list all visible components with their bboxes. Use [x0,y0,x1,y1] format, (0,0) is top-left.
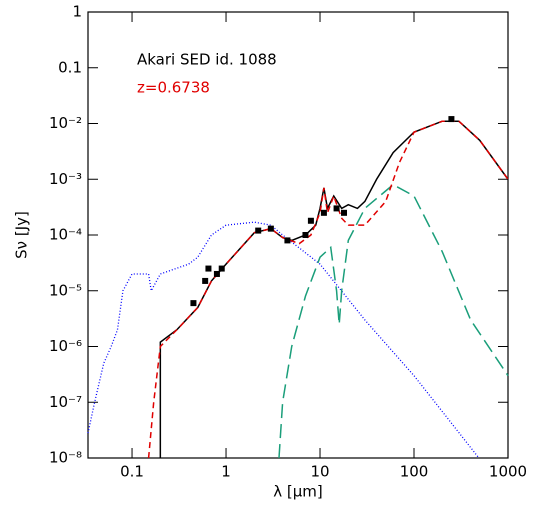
data-point [267,225,274,232]
x-tick-label: 1000 [489,463,527,481]
series-line [159,120,509,458]
x-tick-label: 0.1 [120,463,144,481]
y-axis-label: Sν [Jy] [13,211,31,259]
series-line [278,183,509,459]
data-point [341,209,348,216]
data-point [213,270,220,277]
data-point [307,217,314,224]
data-point [202,277,209,284]
data-point [448,116,455,123]
y-tick-label: 1 [72,3,82,21]
annotation: Akari SED id. 1088 [137,51,277,69]
y-tick-label: 10⁻⁶ [49,337,82,355]
data-point [333,205,340,212]
y-tick-label: 10⁻⁸ [49,449,82,467]
data-point [320,209,327,216]
y-tick-label: 0.1 [58,58,82,76]
data-point [190,300,197,307]
y-tick-label: 10⁻⁵ [49,281,82,299]
x-tick-label: 1 [221,463,231,481]
series-line [87,221,480,459]
data-point [284,237,291,244]
data-point [205,265,212,272]
y-tick-label: 10⁻⁴ [49,226,82,244]
data-point [302,232,309,238]
y-tick-label: 10⁻⁷ [49,393,82,411]
y-tick-label: 10⁻² [49,114,82,132]
series-line [147,120,509,459]
data-point [255,227,262,234]
x-axis-label: λ [μm] [273,483,323,501]
annotation: z=0.6738 [137,79,210,97]
x-tick-label: 10 [310,463,329,481]
y-tick-label: 10⁻³ [49,170,82,188]
data-point [218,265,225,272]
x-tick-label: 100 [400,463,429,481]
